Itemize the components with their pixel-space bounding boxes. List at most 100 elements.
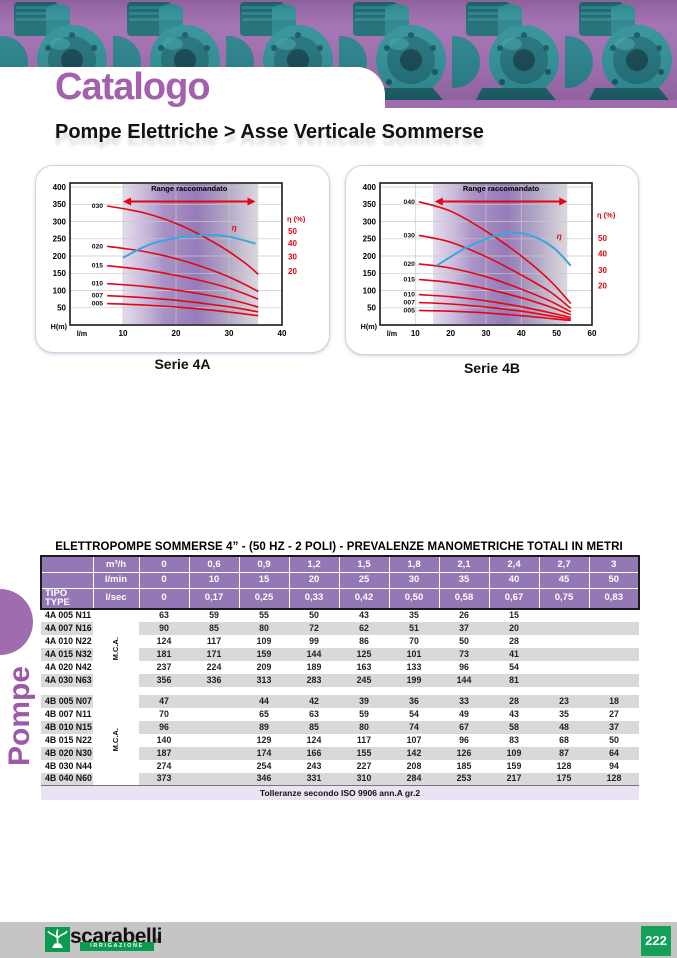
value-header-cell: 45 — [538, 571, 590, 589]
head-value-cell: 80 — [339, 720, 389, 734]
table-row: 4B 015 N22 140 129 124 117 107 96 83 68 50 — [41, 734, 639, 747]
svg-text:10: 10 — [411, 329, 420, 338]
head-value-cell: 101 — [389, 647, 439, 661]
head-value-cell: 70 — [159, 708, 169, 719]
head-value-cell: 96 — [139, 720, 189, 734]
head-value-cell: 109 — [489, 746, 539, 760]
svg-text:250: 250 — [363, 235, 377, 244]
svg-text:40: 40 — [288, 239, 297, 248]
svg-text:200: 200 — [53, 252, 67, 261]
head-value-cell: 20 — [489, 621, 539, 635]
svg-text:005: 005 — [92, 301, 104, 308]
pump-type-cell: 4B 030 N44 — [45, 760, 92, 771]
svg-text:30: 30 — [482, 329, 491, 338]
head-value-cell: 129 — [256, 734, 272, 745]
pump-table: m³/h 0 0,6 0,9 1,2 1,5 1,8 2,1 2,4 2,7 3 l/min 0 10 15… — [40, 555, 640, 800]
head-value-cell: 217 — [489, 772, 539, 786]
head-value-cell: 346 — [239, 772, 289, 786]
head-value-cell: 80 — [239, 621, 289, 635]
head-value-cell: 126 — [439, 746, 489, 760]
svg-text:100: 100 — [53, 286, 67, 295]
head-value-cell — [539, 609, 589, 622]
value-header-cell: 0,75 — [538, 587, 590, 609]
svg-text:η (%): η (%) — [597, 210, 616, 219]
svg-text:H(m): H(m) — [51, 322, 68, 331]
head-value-cell — [189, 772, 239, 786]
sidebar-tab-bump — [0, 589, 33, 655]
head-value-cell: 237 — [156, 661, 172, 672]
head-value-cell: 254 — [256, 760, 272, 771]
brand-subtitle: IRRIGAZIONE — [80, 942, 154, 951]
svg-text:300: 300 — [363, 217, 377, 226]
svg-text:300: 300 — [53, 217, 67, 226]
pump-type-cell: 4B 005 N07 — [41, 694, 93, 708]
svg-text:40: 40 — [517, 329, 526, 338]
head-value-cell: 50 — [459, 635, 469, 646]
title-panel — [0, 67, 385, 108]
head-value-cell: 73 — [439, 647, 489, 661]
pump-type-cell: 4A 010 N22 — [45, 635, 92, 646]
head-value-cell: 159 — [506, 760, 522, 771]
head-value-cell — [189, 746, 239, 760]
head-value-cell: 227 — [356, 760, 372, 771]
head-value-cell: 48 — [539, 720, 589, 734]
head-value-cell: 59 — [359, 708, 369, 719]
value-header-cell: 3 — [588, 555, 640, 573]
table-row: 4A 010 N22 124 117 109 99 86 70 50 28 — [41, 635, 639, 648]
head-value-cell: 245 — [339, 673, 389, 687]
svg-text:100: 100 — [363, 286, 377, 295]
value-header-cell: 0,33 — [288, 587, 340, 609]
brand-logo: scarabelli IRRIGAZIONE ® — [45, 925, 175, 955]
value-header-cell: 0,58 — [438, 587, 490, 609]
svg-text:040: 040 — [404, 199, 416, 206]
table-row: 4B 007 N11 70 65 63 59 54 49 43 35 27 — [41, 708, 639, 721]
head-value-cell — [189, 734, 239, 747]
table-row: 4A 007 N16 90 85 80 72 62 51 37 20 — [41, 621, 639, 635]
head-value-cell: 310 — [339, 772, 389, 786]
head-value-cell: 51 — [389, 621, 439, 635]
pump-type-cell: 4B 010 N15 — [41, 720, 93, 734]
head-value-cell: 33 — [439, 694, 489, 708]
head-value-cell — [189, 760, 239, 773]
value-header-cell: 0 — [138, 555, 190, 573]
head-value-cell: 28 — [509, 635, 519, 646]
svg-text:40: 40 — [278, 329, 287, 338]
value-header-cell: 2,7 — [538, 555, 590, 573]
table-row: 4A 020 N42 237 224 209 189 163 133 96 54 — [41, 661, 639, 674]
svg-text:l/m: l/m — [387, 329, 397, 338]
unit-header-cell: l/sec — [92, 587, 140, 609]
value-header-cell: 0 — [138, 571, 190, 589]
head-value-cell: 37 — [589, 720, 639, 734]
pump-type-cell: 4B 015 N22 — [45, 734, 92, 745]
head-value-cell: 189 — [306, 661, 322, 672]
table-header-row: m³/h 0 0,6 0,9 1,2 1,5 1,8 2,1 2,4 2,7 3 — [40, 555, 640, 573]
head-value-cell — [189, 720, 239, 734]
head-value-cell — [189, 694, 239, 708]
head-value-cell: 243 — [306, 760, 322, 771]
head-value-cell: 117 — [206, 635, 222, 646]
head-value-cell: 83 — [509, 734, 519, 745]
head-value-cell: 336 — [189, 673, 239, 687]
registered-mark: ® — [155, 939, 160, 945]
head-value-cell: 128 — [589, 772, 639, 786]
svg-text:010: 010 — [92, 281, 104, 288]
svg-text:20: 20 — [598, 282, 607, 291]
head-value-cell: 209 — [256, 661, 272, 672]
head-value-cell: 99 — [309, 635, 319, 646]
value-header-cell: 1,8 — [388, 555, 440, 573]
svg-text:350: 350 — [363, 200, 377, 209]
svg-text:400: 400 — [53, 183, 67, 192]
head-value-cell: 283 — [289, 673, 339, 687]
svg-text:30: 30 — [288, 253, 297, 262]
corner-header-cell: TIPO TYPE — [40, 587, 94, 609]
value-header-cell: 2,4 — [488, 555, 540, 573]
head-value-cell: 185 — [456, 760, 472, 771]
table-row: 4B 020 N30 187 174 166 155 142 126 109 87 64 — [41, 746, 639, 760]
head-value-cell — [589, 621, 639, 635]
head-value-cell — [539, 647, 589, 661]
fountain-icon — [45, 927, 70, 952]
head-value-cell — [589, 661, 639, 674]
head-value-cell: 44 — [239, 694, 289, 708]
